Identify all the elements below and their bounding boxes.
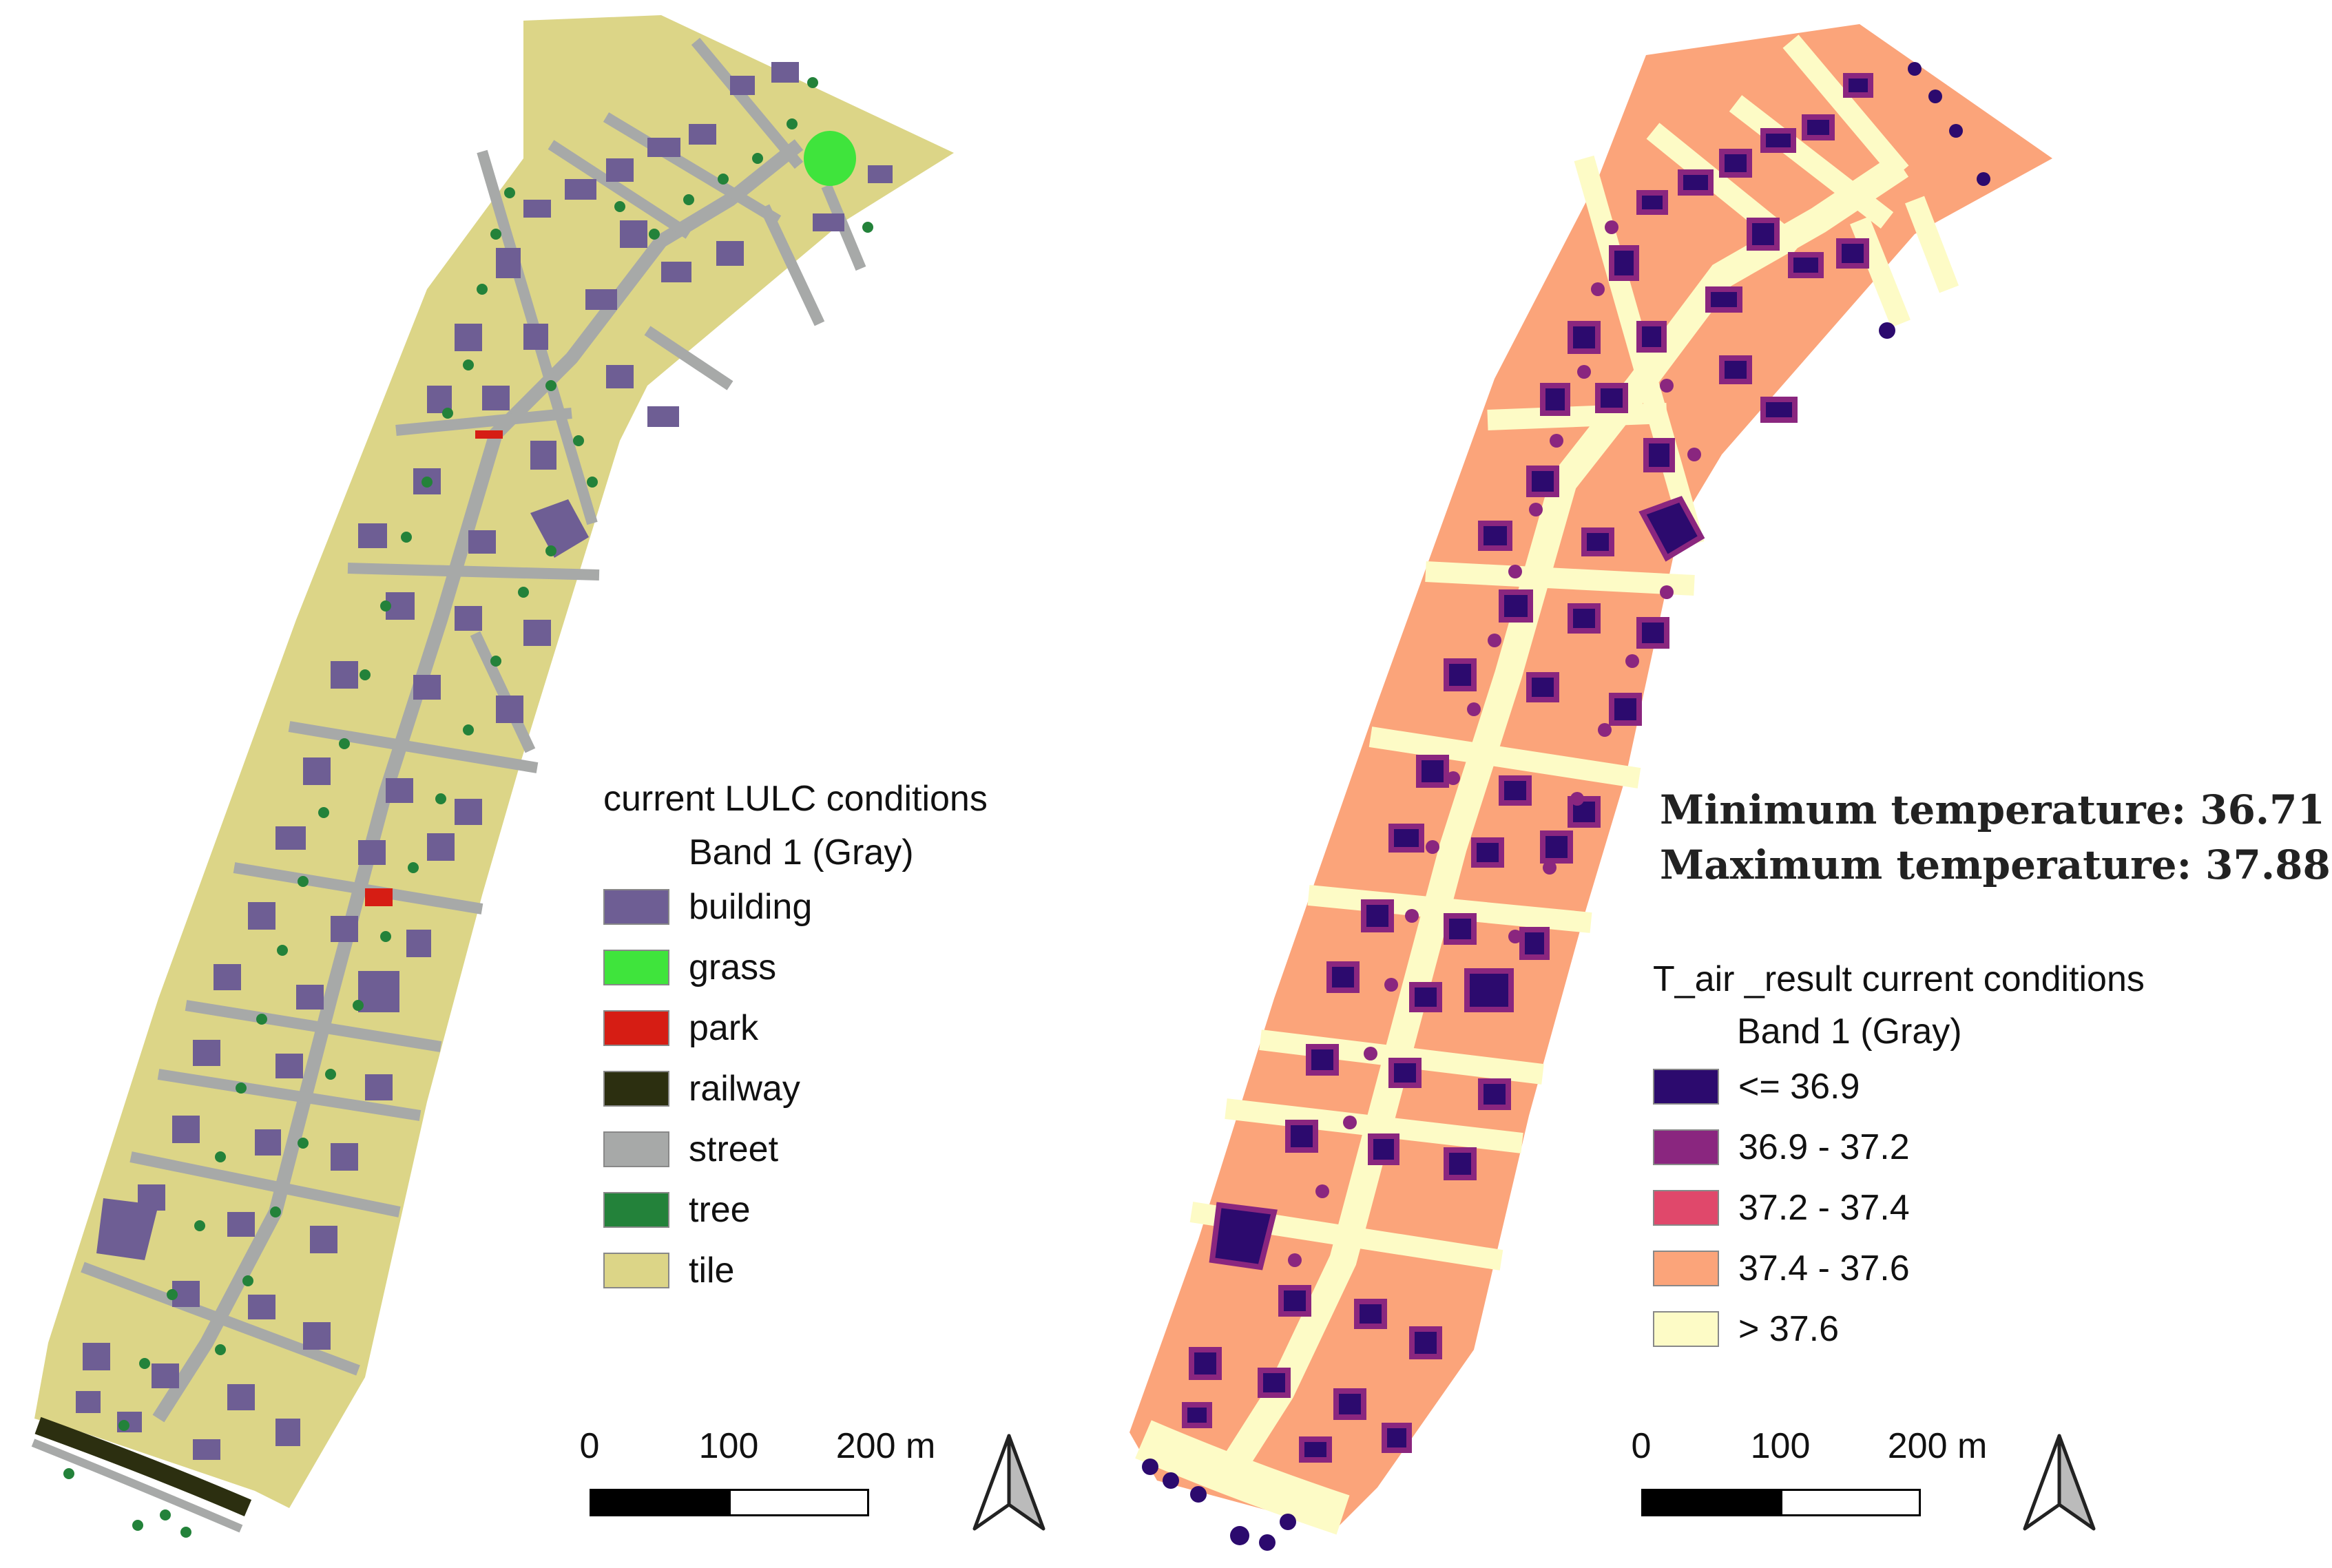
temp-outer-dots xyxy=(1142,62,1990,1551)
temperature-legend-label: <= 36.9 xyxy=(1738,1067,1860,1107)
scale-label-0: 0 xyxy=(1631,1426,1652,1466)
scale-label-100: 100 xyxy=(1750,1426,1811,1466)
scale-label-200m: 200 m xyxy=(835,1426,936,1466)
scale-segment-black xyxy=(1641,1489,1782,1516)
temperature-legend-label: 37.4 - 37.6 xyxy=(1738,1248,1910,1288)
temperature-scale-bar: 0 100 200 m xyxy=(1632,1425,1987,1529)
scale-label-0: 0 xyxy=(579,1426,600,1466)
temperature-legend-label: 37.2 - 37.4 xyxy=(1738,1188,1910,1228)
lulc-legend-label: park xyxy=(689,1008,759,1048)
scale-segment-black xyxy=(590,1489,730,1516)
lulc-legend-label: tree xyxy=(689,1190,751,1230)
lulc-trees xyxy=(63,77,873,1538)
lulc-legend-item-park: park xyxy=(603,1007,758,1049)
lulc-legend-item-building: building xyxy=(603,886,812,928)
temp-swatch-2 xyxy=(1653,1129,1719,1165)
max-temperature-text: Maximum temperature: 37.88 ºC xyxy=(1660,842,2332,888)
lulc-legend-label: grass xyxy=(689,948,777,987)
scale-segment-white xyxy=(1780,1489,1921,1516)
lulc-park-patch xyxy=(365,888,393,906)
temperature-legend-item-4: 37.4 - 37.6 xyxy=(1653,1248,1910,1289)
temp-railway-band xyxy=(1135,1420,1350,1535)
north-arrow-icon xyxy=(2023,1434,2096,1531)
lulc-scale-bar: 0 100 200 m xyxy=(580,1425,935,1529)
lulc-legend-item-tree: tree xyxy=(603,1189,751,1231)
temp-swatch-1 xyxy=(1653,1069,1719,1105)
temperature-map xyxy=(1129,24,2052,1551)
temperature-legend-item-5: > 37.6 xyxy=(1653,1308,1839,1350)
building-swatch xyxy=(603,889,669,925)
lulc-legend-item-street: street xyxy=(603,1129,778,1170)
temp-swatch-5 xyxy=(1653,1311,1719,1347)
lulc-legend-label: railway xyxy=(689,1069,800,1109)
lulc-map xyxy=(31,15,954,1538)
tree-swatch xyxy=(603,1192,669,1228)
temperature-legend-label: > 37.6 xyxy=(1738,1309,1840,1349)
railway-swatch xyxy=(603,1071,669,1107)
lulc-railway xyxy=(34,1417,252,1516)
north-arrow-icon xyxy=(972,1434,1045,1531)
lulc-legend-item-railway: railway xyxy=(603,1068,800,1109)
temp-swatch-3 xyxy=(1653,1190,1719,1226)
lulc-legend-label: building xyxy=(689,887,813,927)
temp-main-corridor xyxy=(1221,154,1909,1474)
scale-label-200m: 200 m xyxy=(1887,1426,1988,1466)
temp-tree-dots xyxy=(1288,220,1701,1267)
street-swatch xyxy=(603,1131,669,1167)
temp-cool-buildings xyxy=(1182,73,1873,1463)
temperature-legend-item-2: 36.9 - 37.2 xyxy=(1653,1127,1910,1168)
temp-swatch-4 xyxy=(1653,1251,1719,1286)
temperature-legend-subtitle: Band 1 (Gray) xyxy=(1737,1012,1962,1052)
lulc-legend-subtitle: Band 1 (Gray) xyxy=(689,833,914,872)
lulc-legend-label: street xyxy=(689,1129,779,1169)
lulc-legend-title: current LULC conditions xyxy=(603,779,988,819)
lulc-legend-item-grass: grass xyxy=(603,947,776,988)
lulc-legend-label: tile xyxy=(689,1251,735,1290)
temperature-legend-title: T_air _result current conditions xyxy=(1653,959,2145,999)
tile-swatch xyxy=(603,1253,669,1288)
scale-label-100: 100 xyxy=(698,1426,759,1466)
temperature-legend-item-1: <= 36.9 xyxy=(1653,1066,1860,1107)
park-swatch xyxy=(603,1010,669,1046)
min-temperature-text: Minimum temperature: 36.71 ºC xyxy=(1660,786,2332,833)
scale-segment-white xyxy=(729,1489,869,1516)
grass-swatch xyxy=(603,950,669,985)
temperature-legend-label: 36.9 - 37.2 xyxy=(1738,1127,1910,1167)
temperature-legend-item-3: 37.2 - 37.4 xyxy=(1653,1187,1910,1229)
lulc-buildings xyxy=(76,62,893,1460)
lulc-legend-item-tile: tile xyxy=(603,1250,734,1291)
lulc-grass-patch xyxy=(804,131,856,186)
